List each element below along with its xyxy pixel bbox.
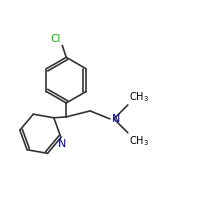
Text: CH$_3$: CH$_3$: [129, 134, 149, 148]
Text: Cl: Cl: [50, 34, 60, 44]
Text: N: N: [112, 114, 120, 124]
Text: N: N: [58, 139, 66, 149]
Text: CH$_3$: CH$_3$: [129, 90, 149, 104]
